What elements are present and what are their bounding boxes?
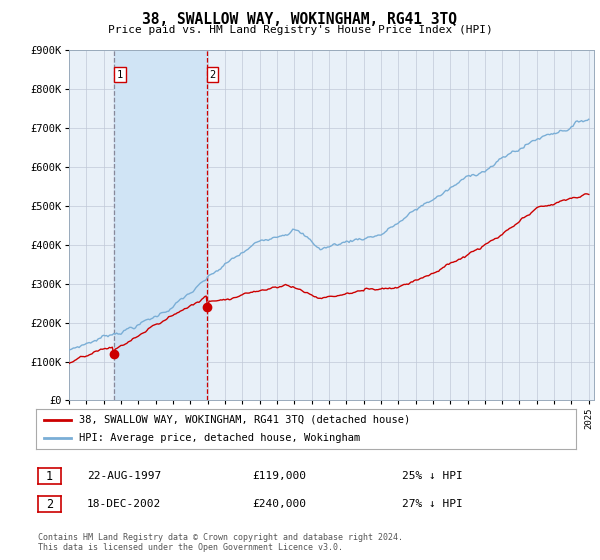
Text: Contains HM Land Registry data © Crown copyright and database right 2024.: Contains HM Land Registry data © Crown c… bbox=[38, 533, 403, 542]
Text: £119,000: £119,000 bbox=[252, 471, 306, 481]
Text: £240,000: £240,000 bbox=[252, 499, 306, 509]
Text: This data is licensed under the Open Government Licence v3.0.: This data is licensed under the Open Gov… bbox=[38, 543, 343, 552]
Text: 22-AUG-1997: 22-AUG-1997 bbox=[87, 471, 161, 481]
Text: HPI: Average price, detached house, Wokingham: HPI: Average price, detached house, Woki… bbox=[79, 433, 361, 443]
Text: 1: 1 bbox=[117, 69, 123, 80]
Text: 25% ↓ HPI: 25% ↓ HPI bbox=[402, 471, 463, 481]
Text: 38, SWALLOW WAY, WOKINGHAM, RG41 3TQ (detached house): 38, SWALLOW WAY, WOKINGHAM, RG41 3TQ (de… bbox=[79, 415, 410, 424]
Text: 18-DEC-2002: 18-DEC-2002 bbox=[87, 499, 161, 509]
Text: 2: 2 bbox=[209, 69, 216, 80]
Text: 27% ↓ HPI: 27% ↓ HPI bbox=[402, 499, 463, 509]
Bar bbox=[115, 50, 207, 400]
Text: Price paid vs. HM Land Registry's House Price Index (HPI): Price paid vs. HM Land Registry's House … bbox=[107, 25, 493, 35]
Text: 1: 1 bbox=[46, 469, 53, 483]
Text: 2: 2 bbox=[46, 497, 53, 511]
Text: 38, SWALLOW WAY, WOKINGHAM, RG41 3TQ: 38, SWALLOW WAY, WOKINGHAM, RG41 3TQ bbox=[143, 12, 458, 27]
